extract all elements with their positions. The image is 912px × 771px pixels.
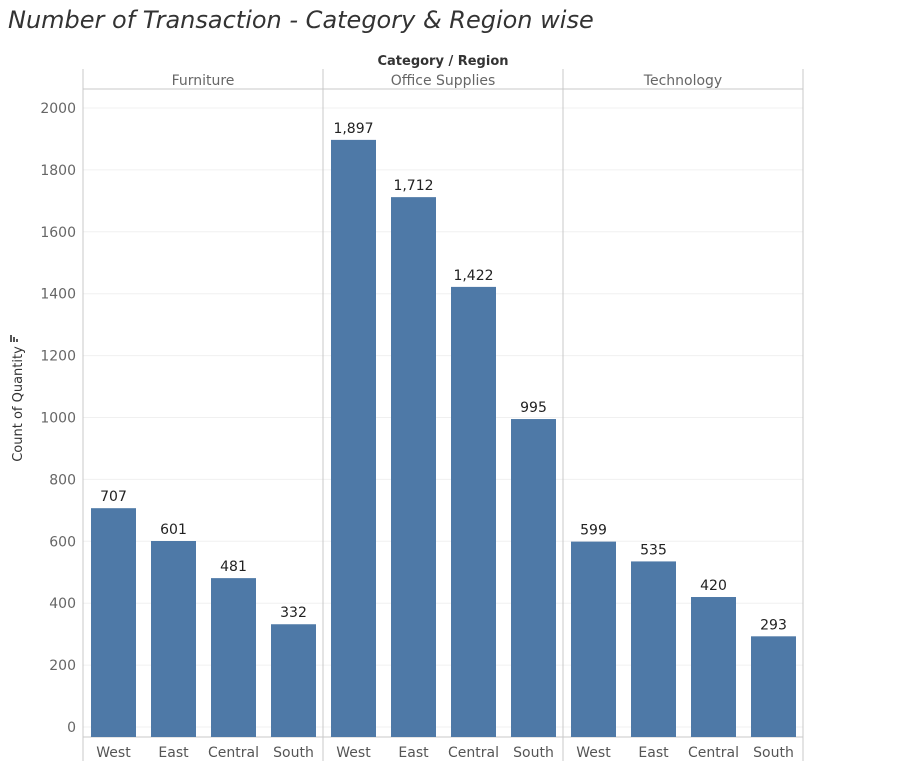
bar (331, 139, 376, 738)
bar (751, 636, 796, 737)
bar (571, 541, 616, 737)
y-tick-label: 200 (49, 658, 76, 674)
category-label: Technology (643, 73, 722, 89)
data-label: 420 (700, 578, 727, 594)
y-tick-label: 1800 (40, 163, 76, 179)
data-label: 601 (160, 522, 187, 538)
y-tick-label: 1600 (40, 225, 76, 241)
x-tick-label: Central (688, 745, 739, 761)
bar (511, 419, 556, 737)
sort-indicator-icon (10, 335, 18, 342)
y-tick-label: 1200 (40, 349, 76, 365)
y-tick-label: 0 (67, 720, 76, 736)
data-label: 995 (520, 400, 547, 416)
x-tick-label: East (638, 745, 669, 761)
data-label: 1,897 (333, 121, 373, 137)
category-label: Office Supplies (391, 73, 496, 89)
y-tick-label: 800 (49, 472, 76, 488)
labels: 0 200 400 600 800 1000 1200 1400 1600 1800 2000 Fur… (40, 73, 793, 761)
bar (151, 540, 196, 737)
data-label: 535 (640, 542, 667, 558)
bar (631, 561, 676, 737)
x-tick-label: East (158, 745, 189, 761)
y-tick-label: 1000 (40, 411, 76, 427)
data-label: 332 (280, 605, 307, 621)
data-label: 481 (220, 559, 247, 575)
gridlines (83, 107, 803, 728)
x-tick-label: West (336, 745, 371, 761)
y-axis-title: Count of Quantity (11, 346, 26, 462)
bar (211, 578, 256, 737)
bar (91, 508, 136, 737)
category-region-header: Category / Region (377, 54, 508, 69)
bar (271, 624, 316, 737)
y-tick-label: 600 (49, 534, 76, 550)
x-tick-label: South (753, 745, 794, 761)
data-label: 1,712 (393, 178, 433, 194)
data-label: 293 (760, 617, 787, 633)
pane-frame (82, 69, 804, 761)
x-tick-label: South (513, 745, 554, 761)
bar (391, 197, 436, 738)
x-tick-label: West (576, 745, 611, 761)
category-label: Furniture (172, 73, 235, 89)
bar (691, 597, 736, 737)
y-tick-label: 2000 (40, 101, 76, 117)
bars (91, 139, 796, 738)
data-label: 599 (580, 523, 607, 539)
data-label: 707 (100, 489, 127, 505)
y-tick-label: 1400 (40, 287, 76, 303)
bar (451, 286, 496, 737)
y-tick-label: 400 (49, 596, 76, 612)
x-tick-label: Central (208, 745, 259, 761)
data-label: 1,422 (453, 268, 493, 284)
x-tick-label: South (273, 745, 314, 761)
x-tick-label: Central (448, 745, 499, 761)
chart-title: Number of Transaction - Category & Regio… (8, 6, 594, 34)
x-tick-label: West (96, 745, 131, 761)
x-tick-label: East (398, 745, 429, 761)
